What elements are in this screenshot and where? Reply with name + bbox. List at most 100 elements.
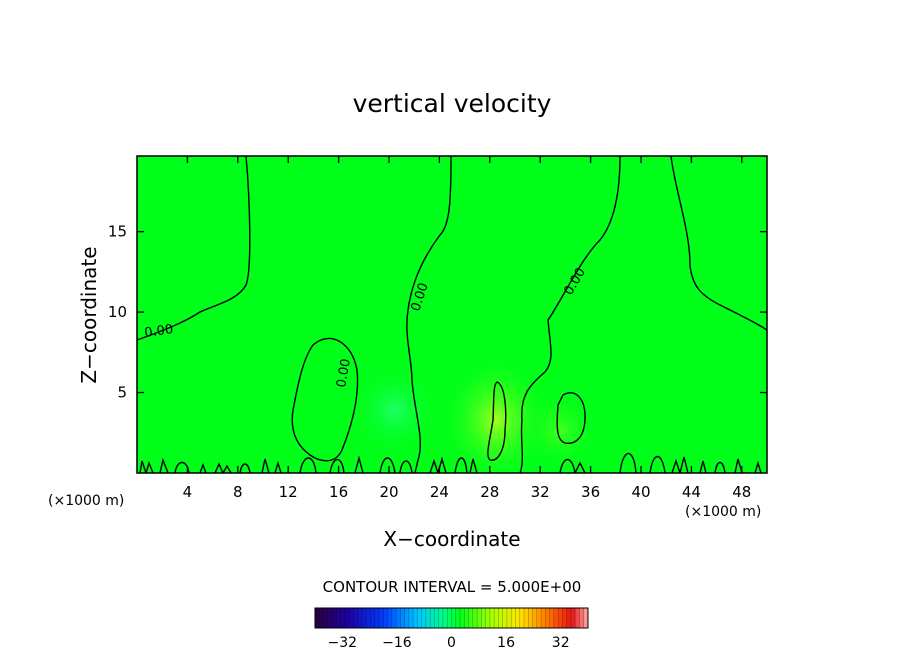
colorbar-swatch [430,608,435,628]
colorbar-swatch [323,608,329,628]
x-tick-label: 8 [233,483,243,501]
colorbar-swatch [400,608,406,628]
x-tick-label: 4 [183,483,193,501]
colorbar-swatch [344,608,350,628]
colorbar-swatch [481,608,487,628]
x-tick-label: 40 [631,483,650,501]
colorbar-tick-label: 0 [447,635,456,651]
colorbar-swatch [464,608,470,628]
plot-area: 0.00 0.00 0.00 0.00 [137,156,767,473]
colorbar-swatch [361,608,367,628]
colorbar-swatch [549,608,555,628]
x-tick-label: 44 [682,483,701,501]
contour-cell [487,381,507,461]
colorbar-swatch [511,608,516,628]
colorbar-swatch [485,608,491,628]
y-tick-label: 5 [117,384,127,402]
colorbar-swatch [378,608,384,628]
x-unit-left: (×1000 m) [48,493,124,509]
colorbar-swatch [315,608,320,628]
colorbar-frame [314,607,589,629]
colorbar-swatch [451,608,457,628]
colorbar-swatch [460,608,465,628]
downdraft-shading [350,365,440,455]
colorbar-swatch [391,608,397,628]
x-tick-label: 36 [581,483,600,501]
colorbar-swatch [387,608,393,628]
colorbar-swatch [570,608,576,628]
colorbar-swatch [357,608,363,628]
colorbar-swatch [383,608,389,628]
colorbar [314,607,589,629]
contour-line [670,156,767,331]
colorbar-swatch [349,608,354,628]
colorbar-swatch [562,608,568,628]
colorbar-swatch [566,608,572,628]
contour-surface-noise [139,452,762,473]
x-tick-label: 20 [379,483,398,501]
x-axis-ticks: 4 8 12 16 20 24 28 32 36 40 44 48 [183,156,751,501]
colorbar-swatch [498,608,504,628]
colorbar-swatch [438,608,444,628]
colorbar-swatch [327,608,333,628]
colorbar-swatch [425,608,431,628]
colorbar-swatch [583,608,589,628]
chart-title: vertical velocity [353,89,552,118]
colorbar-swatch [494,608,499,628]
colorbar-swatch [434,608,440,628]
y-tick-label: 15 [108,223,127,241]
contour-label: 0.00 [334,358,354,389]
y-tick-label: 10 [108,303,127,321]
x-tick-label: 24 [430,483,449,501]
contour-label: 0.00 [143,322,174,341]
x-tick-label: 28 [480,483,499,501]
colorbar-swatch [553,608,559,628]
colorbar-swatch [545,608,551,628]
colorbar-tick-label: −16 [382,635,412,651]
colorbar-tick-label: 32 [552,635,570,651]
colorbar-tick-label: −32 [328,635,358,651]
colorbar-swatch [340,608,346,628]
contour-cell [556,392,586,445]
contour-line [519,156,621,473]
colorbar-swatch [536,608,542,628]
colorbar-ticks: −32 −16 0 16 32 [328,635,570,651]
x-axis-label: X−coordinate [383,527,520,551]
y-axis-label: Z−coordinate [77,246,101,383]
colorbar-swatch [408,608,414,628]
colorbar-swatch [413,608,418,628]
colorbar-swatch [404,608,410,628]
colorbar-swatch [447,608,452,628]
colorbar-tick-label: 16 [497,635,515,651]
x-tick-label: 16 [329,483,348,501]
x-unit-right: (×1000 m) [685,504,761,520]
colorbar-swatch [519,608,525,628]
colorbar-swatch [336,608,342,628]
x-tick-label: 12 [279,483,298,501]
x-tick-label: 32 [531,483,550,501]
colorbar-swatch [353,608,359,628]
colorbar-swatch [442,608,448,628]
colorbar-swatch [421,608,427,628]
colorbar-swatch [468,608,474,628]
colorbar-swatch [541,608,546,628]
colorbar-swatch [558,608,563,628]
colorbar-swatch [332,608,337,628]
colorbar-swatch [366,608,371,628]
colorbar-swatch [396,608,401,628]
colorbar-swatch [579,608,585,628]
colorbar-swatch [532,608,538,628]
colorbar-swatch [455,608,461,628]
x-tick-label: 48 [732,483,751,501]
contour-line [406,156,452,473]
secondary-shading [520,390,600,470]
colorbar-swatch [477,608,482,628]
colorbar-swatch [506,608,512,628]
colorbar-swatch [319,608,325,628]
colorbar-swatch [528,608,534,628]
colorbar-swatch [502,608,508,628]
contour-interval: CONTOUR INTERVAL = 5.000E+00 [323,578,582,596]
contour-cell [291,337,359,462]
colorbar-swatch [472,608,478,628]
